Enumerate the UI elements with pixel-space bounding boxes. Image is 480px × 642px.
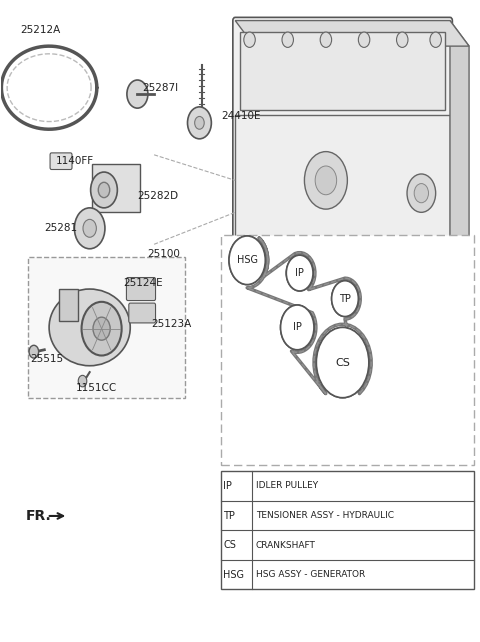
Text: 25282D: 25282D — [137, 191, 179, 202]
Text: IP: IP — [295, 268, 304, 278]
Text: 25124E: 25124E — [123, 277, 163, 288]
Text: IP: IP — [293, 322, 302, 333]
Circle shape — [195, 116, 204, 129]
Circle shape — [304, 152, 348, 209]
Circle shape — [281, 305, 314, 350]
Text: IDLER PULLEY: IDLER PULLEY — [256, 482, 318, 490]
Text: 25212A: 25212A — [21, 25, 61, 35]
Text: CS: CS — [335, 358, 350, 368]
Circle shape — [332, 281, 359, 317]
Text: 1151CC: 1151CC — [75, 383, 117, 393]
Bar — [240, 31, 445, 110]
Bar — [92, 164, 140, 213]
Text: 25100: 25100 — [147, 249, 180, 259]
Circle shape — [359, 32, 370, 48]
Circle shape — [244, 32, 255, 48]
Circle shape — [82, 302, 121, 356]
Text: 25287I: 25287I — [142, 83, 178, 92]
Circle shape — [316, 327, 369, 397]
Text: TENSIONER ASSY - HYDRAULIC: TENSIONER ASSY - HYDRAULIC — [256, 511, 394, 520]
Circle shape — [320, 32, 332, 48]
Circle shape — [281, 305, 314, 350]
Circle shape — [74, 208, 105, 248]
Text: 25281: 25281 — [44, 223, 77, 233]
Bar — [59, 289, 78, 321]
Circle shape — [396, 32, 408, 48]
FancyBboxPatch shape — [28, 257, 185, 397]
Circle shape — [127, 80, 148, 108]
Circle shape — [286, 255, 313, 291]
FancyBboxPatch shape — [129, 303, 156, 323]
Text: FR.: FR. — [25, 509, 51, 523]
Circle shape — [29, 345, 38, 358]
Circle shape — [188, 107, 211, 139]
Text: CS: CS — [335, 358, 350, 368]
FancyBboxPatch shape — [50, 153, 72, 169]
Text: CS: CS — [223, 540, 236, 550]
FancyBboxPatch shape — [233, 17, 452, 247]
Text: CRANKSHAFT: CRANKSHAFT — [256, 541, 316, 550]
Text: 1140FF: 1140FF — [56, 156, 95, 166]
Circle shape — [332, 281, 359, 317]
Polygon shape — [235, 21, 469, 46]
Circle shape — [282, 32, 293, 48]
Circle shape — [316, 327, 369, 397]
Bar — [235, 115, 450, 238]
Circle shape — [430, 32, 442, 48]
Text: TP: TP — [339, 293, 351, 304]
Text: HSG ASSY - GENERATOR: HSG ASSY - GENERATOR — [256, 570, 365, 579]
Circle shape — [98, 182, 110, 198]
Circle shape — [229, 236, 265, 284]
Ellipse shape — [49, 289, 130, 366]
Text: IP: IP — [295, 268, 304, 278]
Circle shape — [315, 166, 336, 195]
FancyBboxPatch shape — [126, 277, 156, 300]
Text: IP: IP — [223, 481, 232, 491]
Circle shape — [407, 174, 436, 213]
Text: 25123A: 25123A — [152, 319, 192, 329]
Circle shape — [286, 255, 313, 291]
Text: 25515: 25515 — [30, 354, 63, 365]
Text: HSG: HSG — [223, 569, 244, 580]
Circle shape — [93, 317, 110, 340]
Text: 24410E: 24410E — [221, 112, 261, 121]
Polygon shape — [450, 21, 469, 270]
Circle shape — [78, 376, 87, 387]
FancyBboxPatch shape — [221, 235, 474, 465]
Text: IP: IP — [293, 322, 302, 333]
Text: HSG: HSG — [237, 256, 258, 265]
Circle shape — [83, 220, 96, 238]
Circle shape — [91, 172, 117, 208]
Circle shape — [414, 184, 429, 203]
Text: HSG: HSG — [237, 256, 258, 265]
Text: TP: TP — [223, 510, 235, 521]
Text: TP: TP — [339, 293, 351, 304]
Circle shape — [229, 236, 265, 284]
Bar — [221, 471, 474, 589]
